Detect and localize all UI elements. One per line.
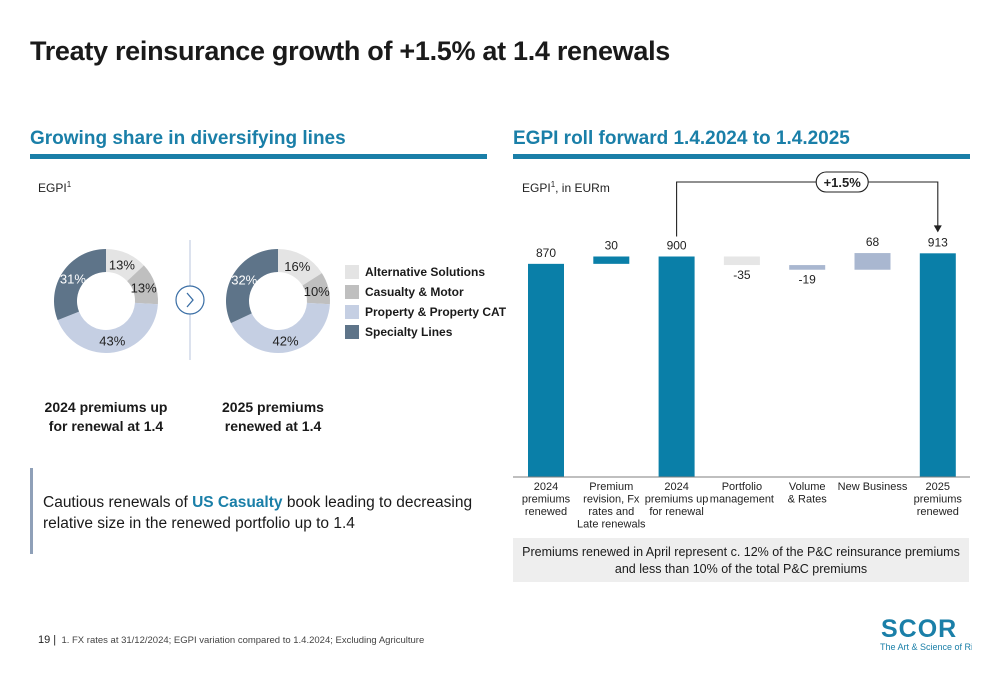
footnote: 1. FX rates at 31/12/2024; EGPI variatio… bbox=[61, 635, 425, 646]
chevron-right-icon bbox=[186, 292, 194, 308]
donut-slice-label: 43% bbox=[99, 334, 125, 349]
x-tick-label: New Business bbox=[838, 481, 908, 493]
bar-value-label: -19 bbox=[799, 273, 817, 287]
donut-slice bbox=[302, 273, 330, 305]
callout-highlight: US Casualty bbox=[192, 494, 283, 511]
right-section-title: EGPI roll forward 1.4.2024 to 1.4.2025 bbox=[513, 128, 850, 149]
callout: Cautious renewals of US Casualty book le… bbox=[30, 468, 490, 554]
donut-legend: Alternative Solutions Casualty & Motor P… bbox=[345, 265, 506, 339]
legend-item: Property & Property CAT bbox=[345, 305, 506, 319]
donut-slice bbox=[278, 249, 322, 286]
x-tick-label: Premium revision, Fx rates and Late renewal… bbox=[577, 481, 646, 530]
legend-swatch bbox=[345, 325, 359, 339]
left-section-title: Growing share in diversifying lines bbox=[30, 128, 346, 149]
right-unit-label: EGPI1, in EURm bbox=[522, 180, 610, 195]
donut-2025: 16% 10% 42% 32% bbox=[226, 249, 330, 353]
legend-label: Specialty Lines bbox=[365, 325, 453, 339]
growth-bracket: +1.5% bbox=[676, 171, 942, 237]
donut-charts: 13% 13% 43% 31% 16% 10% 42% 32% bbox=[53, 240, 330, 360]
svg-text:SCOR: SCOR bbox=[881, 615, 957, 643]
waterfall-bar bbox=[658, 256, 695, 477]
growth-badge bbox=[815, 171, 869, 193]
waterfall-bar bbox=[723, 256, 760, 266]
donut-slice bbox=[226, 249, 278, 324]
donut-2024-caption: 2024 premiums up for renewal at 1.4 bbox=[44, 399, 168, 434]
legend-swatch bbox=[345, 285, 359, 299]
footer: 19 | 1. FX rates at 31/12/2024; EGPI var… bbox=[38, 634, 424, 646]
x-tick-label: 2024 premiums up for renewal bbox=[645, 481, 709, 518]
donut-2024: 13% 13% 43% 31% bbox=[53, 249, 158, 353]
donut-slice-label: 10% bbox=[304, 284, 330, 299]
waterfall-chart: +1.5% 870 30 900 -35 -19 68 913 2024 premiums re… bbox=[513, 171, 970, 530]
waterfall-bar bbox=[854, 253, 891, 270]
donut-slice-label: 31% bbox=[60, 272, 86, 287]
legend-label: Property & Property CAT bbox=[365, 305, 507, 319]
donut-2025-caption: 2025 premiums renewed at 1.4 bbox=[222, 399, 324, 434]
arrow-down-icon bbox=[933, 225, 942, 233]
legend-item: Specialty Lines bbox=[345, 325, 506, 339]
bar-value-label: 900 bbox=[667, 239, 687, 253]
bar-value-label: 870 bbox=[536, 246, 556, 260]
donut-slice bbox=[53, 249, 106, 321]
legend-item: Casualty & Motor bbox=[345, 285, 506, 299]
right-section-rule bbox=[513, 154, 970, 159]
note-box: Premiums renewed in April represent c. 1… bbox=[513, 538, 969, 582]
waterfall-bar bbox=[919, 253, 956, 477]
donut-slice bbox=[106, 249, 144, 282]
x-tick-label: Volume & Rates bbox=[788, 481, 828, 506]
donut-slice-label: 13% bbox=[109, 257, 135, 272]
legend-item: Alternative Solutions bbox=[345, 265, 506, 279]
waterfall-bar bbox=[789, 265, 826, 270]
page-title: Treaty reinsurance growth of +1.5% at 1.… bbox=[30, 36, 671, 66]
bar-value-label: -35 bbox=[733, 268, 751, 282]
donut-slice bbox=[57, 302, 158, 353]
page-number: 19 | bbox=[38, 634, 57, 646]
growth-badge-label: +1.5% bbox=[824, 175, 862, 190]
svg-text:The Art & Science of Risk: The Art & Science of Risk bbox=[880, 642, 972, 652]
left-section-rule bbox=[30, 154, 487, 159]
x-tick-label: 2025 premiums renewed bbox=[914, 481, 963, 518]
legend-swatch bbox=[345, 305, 359, 319]
legend-label: Alternative Solutions bbox=[365, 265, 486, 279]
legend-swatch bbox=[345, 265, 359, 279]
scor-logo: SCOR The Art & Science of Risk bbox=[880, 615, 972, 652]
left-unit-label: EGPI1 bbox=[38, 180, 72, 195]
donut-slice-label: 32% bbox=[231, 273, 257, 288]
waterfall-bar bbox=[593, 256, 630, 264]
donut-slice bbox=[127, 265, 158, 305]
x-tick-label: Portfolio management bbox=[710, 481, 774, 506]
donut-slice-label: 16% bbox=[284, 259, 310, 274]
x-tick-label: 2024 premiums renewed bbox=[522, 481, 571, 518]
donut-slice-label: 13% bbox=[131, 280, 157, 295]
bar-value-label: 913 bbox=[928, 235, 948, 249]
waterfall-bar bbox=[528, 263, 564, 477]
bar-value-label: 30 bbox=[605, 239, 619, 253]
donut-slice bbox=[230, 302, 330, 353]
bracket-line bbox=[676, 181, 939, 237]
arrow-circle-icon bbox=[175, 285, 205, 315]
callout-text: Cautious renewals of US Casualty book le… bbox=[43, 494, 473, 532]
legend-label: Casualty & Motor bbox=[365, 285, 464, 299]
donut-slice-label: 42% bbox=[272, 333, 298, 348]
bar-value-label: 68 bbox=[866, 235, 880, 249]
